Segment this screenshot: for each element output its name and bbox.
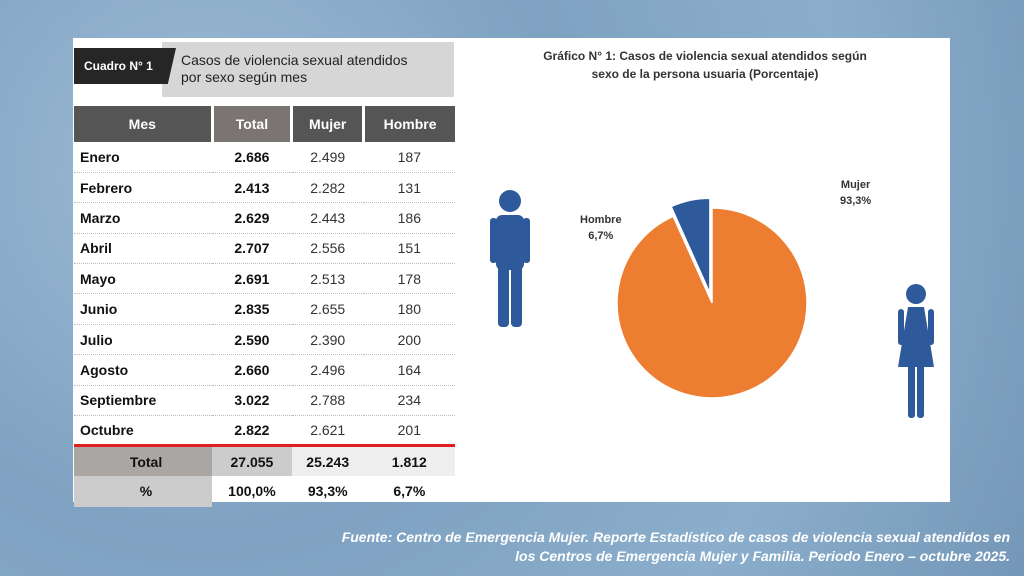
caption-background — [162, 42, 454, 97]
cell-mujer: 2.788 — [291, 385, 364, 417]
chart-title-line-2: sexo de la persona usuaria (Porcentaje) — [591, 67, 819, 81]
table-header: Mes Total Mujer Hombre — [74, 106, 455, 142]
col-total: Total — [212, 106, 294, 142]
cell-mes: Agosto — [74, 354, 213, 386]
table-caption: Cuadro N° 1 Casos de violencia sexual at… — [74, 42, 454, 97]
table-row: Junio 2.835 2.655 180 — [74, 293, 455, 325]
cell-mujer: 2.496 — [291, 354, 364, 386]
cell-mujer: 2.282 — [291, 172, 364, 204]
cell-mes: Marzo — [74, 202, 213, 234]
caption-badge: Cuadro N° 1 — [74, 48, 176, 84]
cell-hombre: 234 — [363, 385, 455, 417]
cell-mujer: 2.655 — [291, 293, 364, 325]
label-hombre: Hombre 6,7% — [580, 212, 622, 244]
cell-total: 2.691 — [212, 263, 292, 295]
chart-title-line-1: Gráfico N° 1: Casos de violencia sexual … — [543, 49, 867, 63]
pie-slice-mujer — [616, 207, 808, 399]
cell-mes: Mayo — [74, 263, 213, 295]
footnote-line-2: los Centros de Emergencia Mujer y Famili… — [515, 548, 1010, 564]
cell-hombre: 187 — [363, 142, 455, 173]
table-row: Septiembre 3.022 2.788 234 — [74, 385, 455, 417]
cell-mujer: 25.243 — [291, 445, 364, 477]
cell-mes: Octubre — [74, 415, 213, 448]
cell-hombre: 6,7% — [393, 483, 426, 500]
label-mujer: Mujer 93,3% — [840, 177, 871, 209]
caption-line-2: por sexo según mes — [181, 69, 308, 85]
table-row: Abril 2.707 2.556 151 — [74, 233, 455, 265]
cell-mes: Septiembre — [74, 385, 213, 417]
cell-mujer: 2.443 — [291, 202, 364, 234]
table-row: Enero 2.686 2.499 187 — [74, 142, 455, 173]
cell-mes: Total — [74, 445, 213, 477]
label-hombre-value: 6,7% — [588, 230, 614, 242]
label-hombre-name: Hombre — [580, 214, 622, 226]
cell-total: 2.660 — [212, 354, 292, 386]
cell-total: 2.590 — [212, 324, 292, 356]
pie-slice-hombre — [670, 197, 711, 294]
cell-mujer: 2.499 — [291, 142, 364, 173]
cell-hombre: 201 — [363, 415, 455, 448]
table-row: Marzo 2.629 2.443 186 — [74, 202, 455, 234]
cell-hombre: 178 — [363, 263, 455, 295]
table-row: Mayo 2.691 2.513 178 — [74, 263, 455, 295]
table-row: Julio 2.590 2.390 200 — [74, 324, 455, 356]
table-row: Febrero 2.413 2.282 131 — [74, 172, 455, 204]
cell-total: 2.835 — [212, 293, 292, 325]
table-row: Agosto 2.660 2.496 164 — [74, 354, 455, 386]
woman-icon — [898, 284, 934, 418]
cell-total: 2.822 — [212, 415, 292, 448]
caption-line-1: Casos de violencia sexual atendidos — [181, 52, 408, 68]
cell-total: 2.413 — [212, 172, 292, 204]
table-row: % 100,0% 93,3% 6,7% — [74, 476, 455, 507]
table-row: Octubre 2.822 2.621 201 — [74, 415, 455, 448]
source-footnote: Fuente: Centro de Emergencia Mujer. Repo… — [342, 528, 1010, 566]
cell-hombre: 186 — [363, 202, 455, 234]
cell-hombre: 131 — [363, 172, 455, 204]
table-row: Total 27.055 25.243 1.812 — [74, 445, 455, 477]
cell-mes: Enero — [74, 142, 213, 173]
cell-mes: Junio — [74, 293, 213, 325]
col-hombre: Hombre — [363, 106, 455, 142]
cell-hombre: 200 — [363, 324, 455, 356]
cell-mujer: 2.621 — [291, 415, 364, 448]
label-mujer-value: 93,3% — [840, 195, 872, 207]
cell-mujer: 2.390 — [291, 324, 364, 356]
cell-mes: Abril — [74, 233, 213, 265]
man-icon — [490, 190, 530, 327]
cell-mes: Julio — [74, 324, 213, 356]
footnote-line-1: Fuente: Centro de Emergencia Mujer. Repo… — [341, 529, 1010, 545]
col-mujer: Mujer — [291, 106, 366, 142]
cases-table: Mes Total Mujer Hombre Enero 2.686 2.499 18… — [74, 106, 455, 507]
chart-title: Gráfico N° 1: Casos de violencia sexual … — [510, 47, 900, 83]
cell-total: 100,0% — [228, 483, 276, 500]
cell-total: 2.686 — [212, 142, 292, 173]
cell-total: 2.629 — [212, 202, 292, 234]
caption-title: Casos de violencia sexual atendidos por s… — [181, 52, 407, 86]
pie-chart — [616, 197, 808, 399]
cell-total: 27.055 — [212, 445, 292, 477]
cell-hombre: 1.812 — [363, 445, 455, 477]
cell-mujer: 2.513 — [291, 263, 364, 295]
cell-hombre: 151 — [363, 233, 455, 265]
cell-total: 3.022 — [212, 385, 292, 417]
cell-hombre: 164 — [363, 354, 455, 386]
cell-total: 2.707 — [212, 233, 292, 265]
cell-mujer: 93,3% — [307, 483, 348, 500]
label-mujer-name: Mujer — [840, 179, 871, 191]
cell-hombre: 180 — [363, 293, 455, 325]
cell-mes: Febrero — [74, 172, 213, 204]
col-mes: Mes — [74, 106, 214, 142]
cell-mes: % — [74, 476, 213, 507]
cell-mujer: 2.556 — [291, 233, 364, 265]
